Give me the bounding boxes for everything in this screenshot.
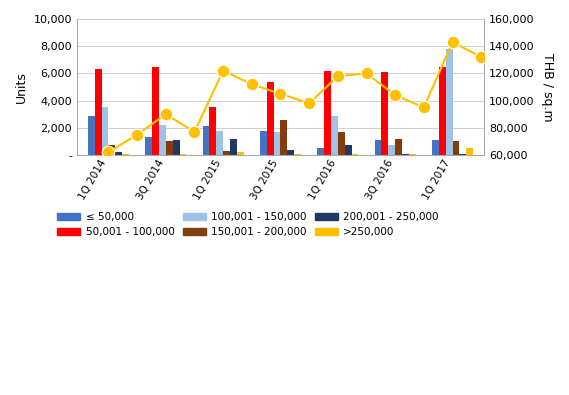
Bar bbox=[281, 120, 287, 155]
Bar bbox=[374, 140, 381, 155]
Bar bbox=[409, 154, 416, 155]
Bar bbox=[287, 150, 294, 155]
Bar bbox=[388, 145, 395, 155]
Bar bbox=[352, 154, 358, 155]
Bar bbox=[446, 49, 452, 155]
Bar bbox=[216, 130, 223, 155]
Bar bbox=[402, 154, 409, 155]
Bar bbox=[223, 151, 230, 155]
Bar bbox=[324, 71, 331, 155]
Bar bbox=[260, 130, 267, 155]
Bar bbox=[102, 107, 109, 155]
Bar bbox=[267, 81, 274, 155]
Bar bbox=[116, 152, 122, 155]
Bar bbox=[466, 148, 473, 155]
Bar bbox=[432, 140, 439, 155]
Bar bbox=[145, 137, 152, 155]
Bar bbox=[203, 126, 209, 155]
Bar bbox=[152, 67, 159, 155]
Bar bbox=[439, 67, 446, 155]
Bar bbox=[166, 141, 172, 155]
Bar bbox=[317, 148, 324, 155]
Bar bbox=[459, 154, 466, 155]
Bar bbox=[122, 154, 129, 155]
Y-axis label: THB / sq.m: THB / sq.m bbox=[541, 53, 554, 121]
Bar bbox=[345, 145, 352, 155]
Bar bbox=[294, 154, 301, 155]
Bar bbox=[381, 72, 388, 155]
Bar bbox=[452, 141, 459, 155]
Bar bbox=[109, 145, 116, 155]
Bar bbox=[180, 154, 187, 155]
Bar bbox=[395, 139, 402, 155]
Y-axis label: Units: Units bbox=[15, 71, 28, 103]
Bar bbox=[159, 125, 166, 155]
Bar bbox=[94, 69, 102, 155]
Bar bbox=[88, 116, 94, 155]
Bar bbox=[209, 107, 216, 155]
Bar bbox=[237, 152, 244, 155]
Bar bbox=[274, 132, 281, 155]
Bar bbox=[172, 140, 180, 155]
Bar bbox=[230, 139, 237, 155]
Bar bbox=[338, 132, 345, 155]
Legend: ≤ 50,000, 50,001 - 100,000, 100,001 - 150,000, 150,001 - 200,000, 200,001 - 250,: ≤ 50,000, 50,001 - 100,000, 100,001 - 15… bbox=[57, 212, 438, 237]
Bar bbox=[331, 116, 338, 155]
